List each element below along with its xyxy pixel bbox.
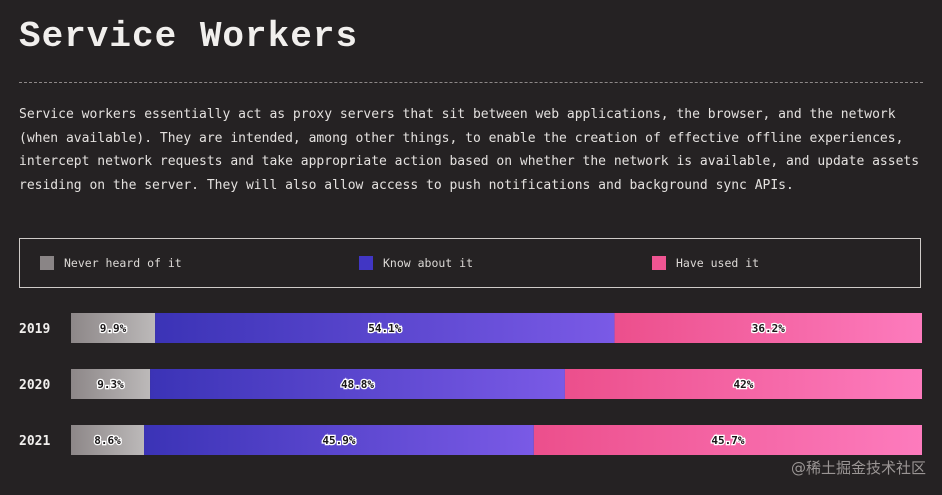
bar-know-2021	[144, 425, 534, 455]
bar-label-never-2021: 8.6%	[94, 434, 121, 447]
page-title: Service Workers	[19, 16, 359, 57]
watermark: @稀土掘金技术社区	[790, 459, 926, 477]
bar-label-never-2020: 9.3%	[97, 378, 124, 391]
legend-swatch-never	[40, 256, 54, 270]
legend-swatch-used	[652, 256, 666, 270]
year-label-2020: 2020	[19, 378, 50, 393]
bar-never-2019	[71, 313, 156, 343]
bar-used-2019	[614, 313, 922, 343]
year-label-2021: 2021	[19, 434, 50, 449]
legend-swatch-know	[359, 256, 373, 270]
bar-know-2020	[150, 369, 565, 399]
bar-label-used-2019: 36.2%	[752, 322, 785, 335]
bar-label-know-2021: 45.9%	[322, 434, 355, 447]
bar-label-never-2019: 9.9%	[100, 322, 127, 335]
legend-item-used: Have used it	[652, 256, 759, 270]
bar-label-know-2019: 54.1%	[368, 322, 401, 335]
legend-label-know: Know about it	[383, 256, 474, 270]
legend-item-never: Never heard of it	[40, 256, 182, 270]
legend-label-never: Never heard of it	[64, 256, 182, 270]
bar-label-know-2020: 48.8%	[341, 378, 374, 391]
bar-never-2020	[71, 369, 151, 399]
title-divider	[19, 82, 923, 83]
bar-used-2021	[533, 425, 922, 455]
bar-label-used-2020: 42%	[734, 378, 754, 391]
year-label-2019: 2019	[19, 322, 50, 337]
bar-used-2020	[564, 369, 922, 399]
bar-label-used-2021: 45.7%	[711, 434, 744, 447]
description: Service workers essentially act as proxy…	[19, 107, 920, 193]
bar-never-2021	[71, 425, 145, 455]
legend-label-used: Have used it	[676, 256, 760, 270]
legend: Never heard of it Know about it Have use…	[19, 238, 921, 288]
bar-know-2019	[155, 313, 615, 343]
stacked-bar-chart: 2019 9.9% 54.1% 36.2% 2020 9.3% 48.8% 42% 2021 8.…	[19, 313, 922, 455]
legend-item-know: Know about it	[359, 256, 473, 270]
